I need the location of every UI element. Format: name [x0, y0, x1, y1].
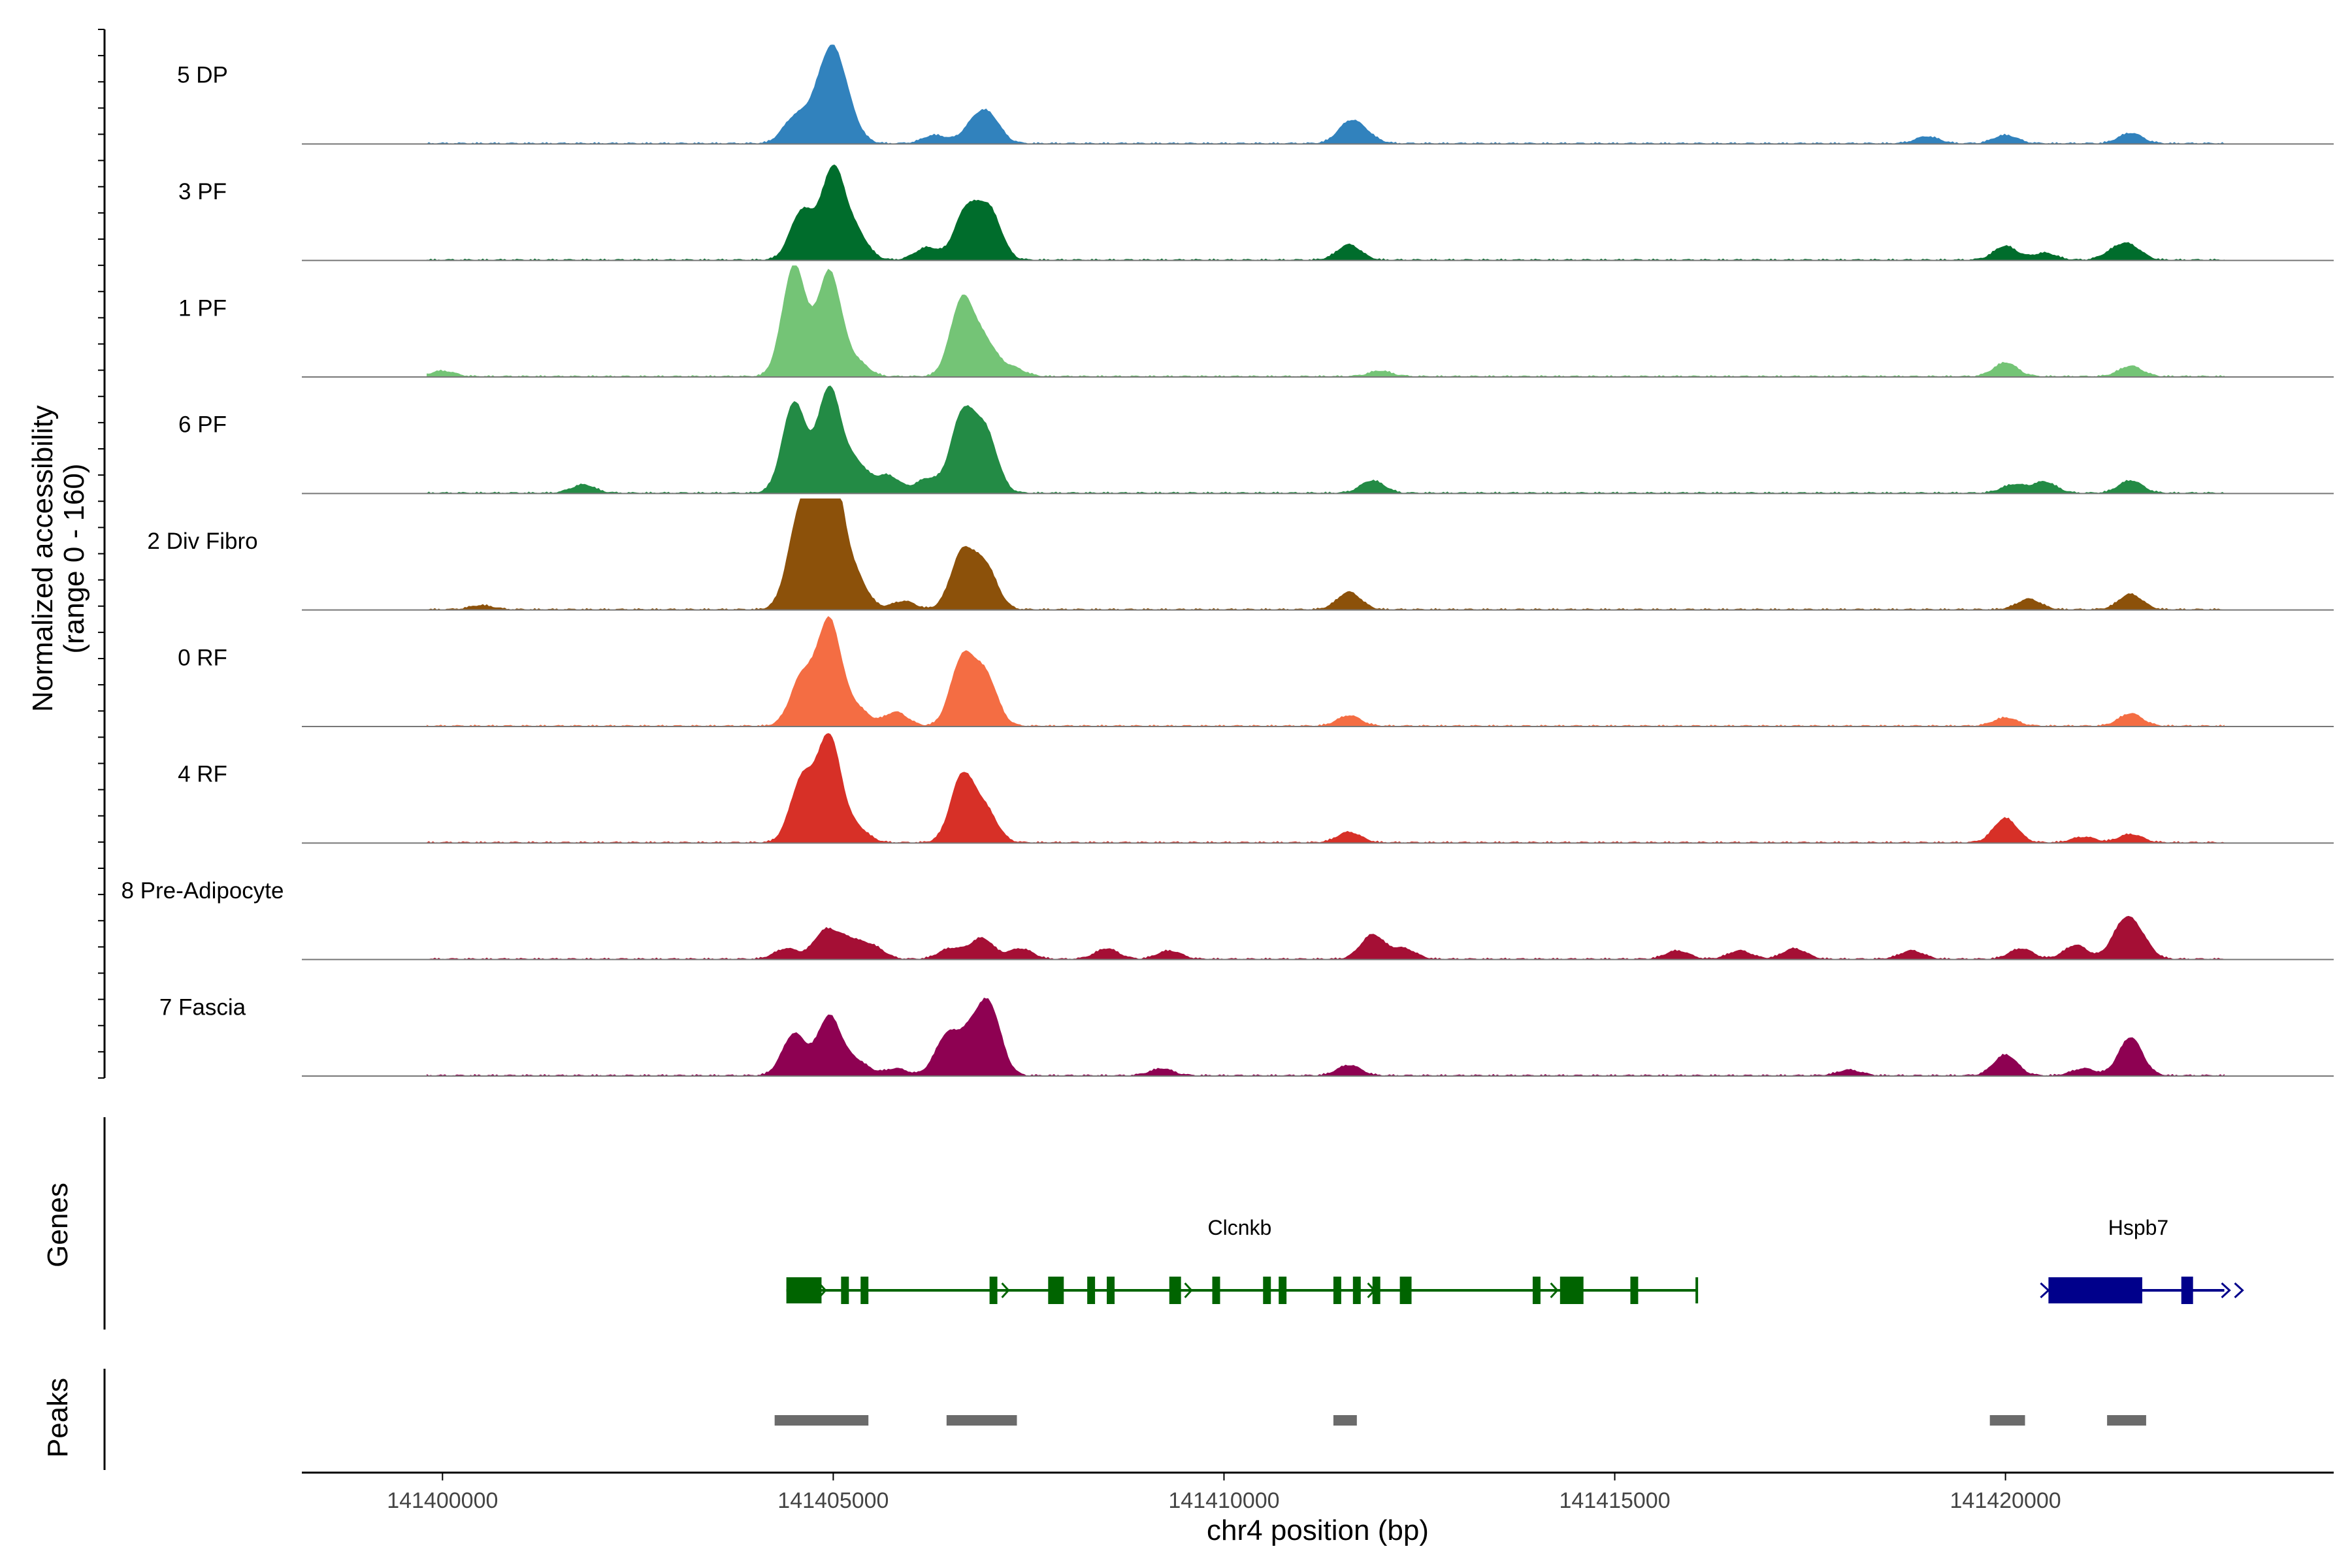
track-label: 0 RF	[178, 645, 227, 670]
track-label: 3 PF	[178, 179, 227, 204]
peaks-panel-label: Peaks	[42, 1378, 74, 1458]
track-4: 6 PF	[178, 385, 2334, 495]
gene-label: Clcnkb	[1207, 1216, 1271, 1239]
coverage-tracks: 5 DP 3 PF 1 PF 6 PF 2 Div Fibro 0 RF 4 RF 8 Pre…	[121, 44, 2334, 1077]
x-tick-label: 141420000	[1950, 1488, 2061, 1513]
strand-arrow	[1184, 1282, 1193, 1299]
gene-exon	[1372, 1277, 1380, 1304]
track-label: 4 RF	[178, 762, 227, 787]
track-label: 7 Fascia	[159, 994, 246, 1020]
gene-exon	[989, 1277, 998, 1304]
gene-exon	[1333, 1277, 1341, 1304]
track-label: 1 PF	[178, 295, 227, 321]
gene-exon	[1279, 1277, 1287, 1304]
peak-regions-panel	[774, 1415, 2146, 1426]
track-signal	[427, 998, 2225, 1077]
gene-exon	[1399, 1277, 1412, 1304]
track-signal	[427, 615, 2225, 727]
strand-arrow	[2234, 1282, 2244, 1299]
gene-exon	[860, 1277, 869, 1304]
track-label: 5 DP	[177, 63, 228, 88]
strand-arrow	[2040, 1282, 2050, 1299]
track-signal	[427, 385, 2225, 494]
gene-clcnkb: Clcnkb	[786, 1216, 1699, 1304]
track-7: 4 RF	[178, 733, 2334, 844]
track-label: 8 Pre-Adipocyte	[121, 878, 284, 904]
peak-region	[946, 1415, 1017, 1426]
peak-region	[774, 1415, 869, 1426]
x-tick-label: 141400000	[387, 1488, 498, 1513]
gene-exon	[1560, 1277, 1584, 1304]
track-9: 7 Fascia	[159, 994, 2334, 1077]
x-tick-label: 141410000	[1168, 1488, 1279, 1513]
y-axis-title: Normalized accessibility	[27, 405, 59, 711]
strand-arrow	[1001, 1282, 1010, 1299]
track-signal	[427, 733, 2225, 843]
strand-arrow	[2221, 1282, 2231, 1299]
track-signal	[427, 265, 2225, 378]
peak-region	[1989, 1415, 2025, 1426]
track-signal	[427, 44, 2225, 144]
track-signal	[427, 915, 2225, 960]
gene-exon	[1630, 1277, 1639, 1304]
peak-region	[1333, 1415, 1357, 1426]
y-axis-ticks	[98, 29, 105, 1079]
track-3: 1 PF	[178, 265, 2334, 378]
track-2: 3 PF	[178, 164, 2334, 261]
y-axis-range-label: (range 0 - 160)	[58, 463, 90, 653]
gene-exon	[841, 1277, 849, 1304]
track-8: 8 Pre-Adipocyte	[121, 878, 2334, 960]
gene-label: Hspb7	[2108, 1216, 2169, 1239]
gene-exon	[1212, 1277, 1220, 1304]
x-tick-label: 141405000	[777, 1488, 889, 1513]
peak-region	[2107, 1415, 2146, 1426]
gene-exon	[1087, 1277, 1096, 1304]
gene-exon	[2181, 1277, 2193, 1304]
gene-exon	[2048, 1277, 2142, 1303]
track-signal	[427, 498, 2225, 611]
gene-exon	[1532, 1277, 1541, 1304]
track-label: 2 Div Fibro	[147, 529, 257, 554]
track-5: 2 Div Fibro	[147, 498, 2334, 611]
gene-exon	[1107, 1277, 1115, 1304]
track-label: 6 PF	[178, 412, 227, 438]
x-axis-title: chr4 position (bp)	[1207, 1514, 1429, 1546]
gene-hspb7: Hspb7	[2040, 1216, 2244, 1304]
gene-annotation-panel: Clcnkb Hspb7	[786, 1216, 2244, 1304]
track-1: 5 DP	[177, 44, 2334, 145]
genes-panel-label: Genes	[42, 1183, 74, 1267]
strand-arrow	[1550, 1282, 1559, 1299]
track-signal	[427, 164, 2225, 261]
gene-exon	[786, 1277, 822, 1303]
track-6: 0 RF	[178, 615, 2334, 727]
x-axis-ticks: 141400000 141405000 141410000 141415000 1414…	[387, 1473, 2061, 1513]
x-tick-label: 141415000	[1559, 1488, 1670, 1513]
gene-exon	[1352, 1277, 1361, 1304]
gene-exon	[1169, 1277, 1181, 1304]
gene-exon	[1048, 1277, 1064, 1304]
gene-exon	[1263, 1277, 1271, 1304]
